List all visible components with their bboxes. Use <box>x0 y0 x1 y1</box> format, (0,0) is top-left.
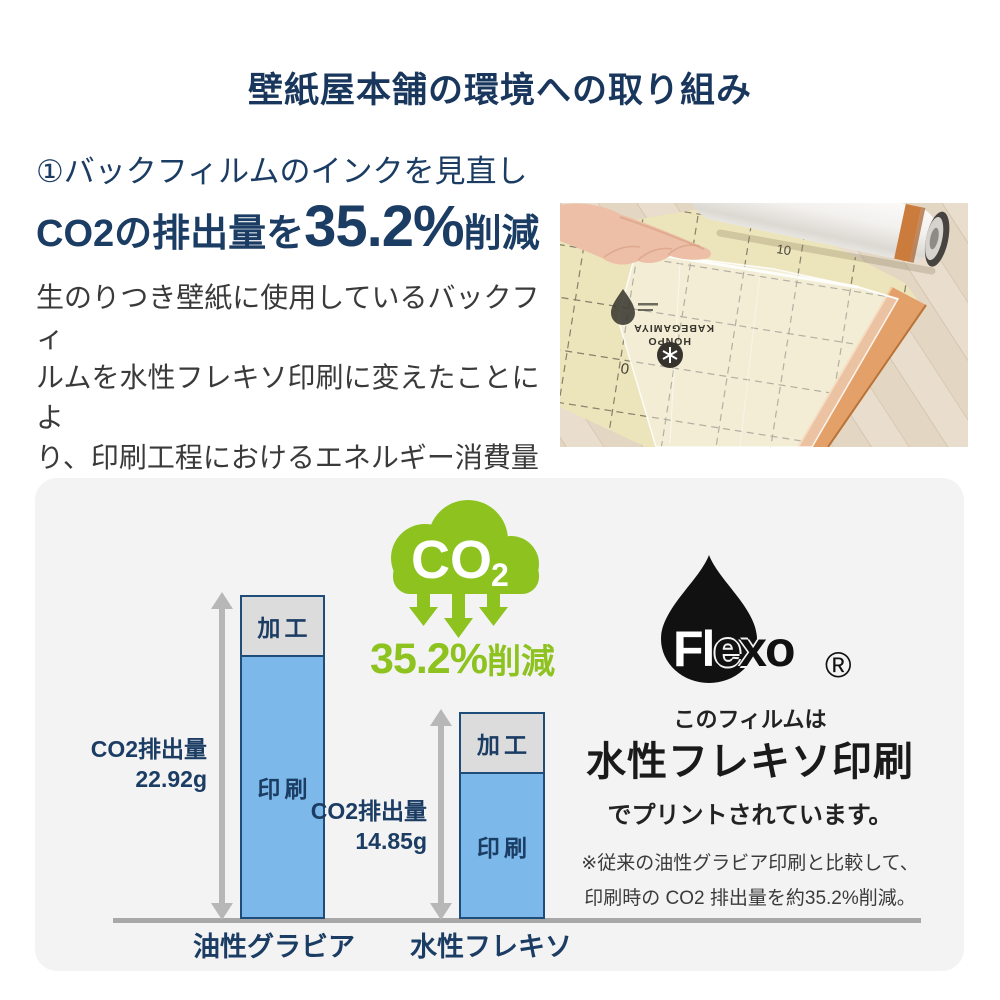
section-heading: ①バックフィルムのインクを見直し <box>36 154 528 189</box>
hand <box>560 203 712 265</box>
page-title: 壁紙屋本舗の環境への取り組み <box>247 71 752 110</box>
roll-shadow <box>716 229 936 275</box>
film-brand-text-2: HONPO <box>647 335 691 347</box>
film-brand-text-1: KABEGAMIYA <box>633 322 714 334</box>
amount-title: CO2排出量 <box>90 736 207 762</box>
segment-label: 印刷 <box>257 776 312 802</box>
caption-line3: でプリントされています。 <box>607 802 893 829</box>
film-crease-2 <box>739 272 761 447</box>
flexo-word-black: exo <box>713 621 795 677</box>
segment-label: 加工 <box>476 732 532 758</box>
bar-flexo: 加工 印刷 <box>459 712 545 919</box>
sheet-edge-highlight <box>797 286 893 447</box>
bar-flexo-processing-segment: 加工 <box>461 714 543 774</box>
reduction-percent: 35.2% <box>370 635 488 683</box>
reduction-text: 35.2%削減 <box>335 634 590 684</box>
caption-note1: ※従来の油性グラビア印刷と比較して、 <box>581 853 919 874</box>
sheet-edge-line <box>827 304 927 447</box>
sheet-number-10: 10 <box>776 241 793 258</box>
bar-flexo-printing-segment: 印刷 <box>461 774 543 917</box>
amount-value: 14.85g <box>355 828 427 854</box>
headline-prefix: CO2の排出量を <box>36 213 305 255</box>
amount-label-flexo: CO2排出量 14.85g <box>275 796 427 856</box>
cloud-sub2-text: 2 <box>491 557 509 593</box>
transparent-film <box>617 250 900 447</box>
headline-suffix: 削減 <box>463 213 540 255</box>
flexo-word-white: Fl <box>673 621 715 677</box>
category-label-flexo: 水性フレキソ <box>410 932 572 962</box>
infographic-panel: CO2排出量 22.92g 加工 印刷 油性グラビア CO2排出量 14.85g… <box>35 478 964 971</box>
segment-label: 加工 <box>257 615 312 641</box>
product-photo: 10 0 KA <box>560 203 968 447</box>
cloud-co-text: CO <box>411 530 492 590</box>
caption-line1: このフィルムは <box>673 707 827 732</box>
bar-gravure: 加工 印刷 <box>240 595 325 919</box>
sheet-orange-edge <box>798 287 926 447</box>
co2-reduction-headline: CO2の排出量を 35.2% 削減 <box>36 198 540 257</box>
wallpaper-sheet <box>560 207 920 447</box>
film-printed-marks: KABEGAMIYA HONPO <box>611 289 714 368</box>
amount-label-gravure: CO2排出量 22.92g <box>55 734 207 794</box>
flexo-droplet-icon <box>657 551 761 683</box>
co2-cloud-icon: CO 2 <box>373 498 543 650</box>
film-caption: このフィルムは 水性フレキソ印刷 でプリントされています。 ※従来の油性グラビア… <box>535 702 965 918</box>
measure-arrow-flexo <box>430 709 452 920</box>
film-badge-icon <box>657 342 683 368</box>
caption-note2: 印刷時の CO2 排出量を約35.2%削減。 <box>584 888 916 909</box>
segment-label: 印刷 <box>476 834 532 861</box>
chart-baseline <box>113 918 921 923</box>
amount-value: 22.92g <box>135 766 207 792</box>
amount-title: CO2排出量 <box>310 798 427 824</box>
measure-arrow-gravure <box>211 592 233 920</box>
photo-illustration: 10 0 KA <box>560 203 968 447</box>
registered-mark: ® <box>825 644 852 685</box>
film-flexo-droplet-icon <box>611 289 635 325</box>
bar-gravure-processing-segment: 加工 <box>242 597 323 657</box>
wallpaper-roll <box>690 203 950 267</box>
flexo-wordmark: Flexo <box>673 620 796 678</box>
headline-percent: 35.2% <box>304 194 464 259</box>
caption-line2: 水性フレキソ印刷 <box>586 740 914 784</box>
bar-gravure-printing-segment: 印刷 <box>242 657 323 917</box>
category-label-gravure: 油性グラビア <box>193 932 355 962</box>
sheet-number-0: 0 <box>619 360 630 378</box>
reduction-suffix: 削減 <box>486 643 555 681</box>
film-fold-highlight-2 <box>857 286 899 300</box>
